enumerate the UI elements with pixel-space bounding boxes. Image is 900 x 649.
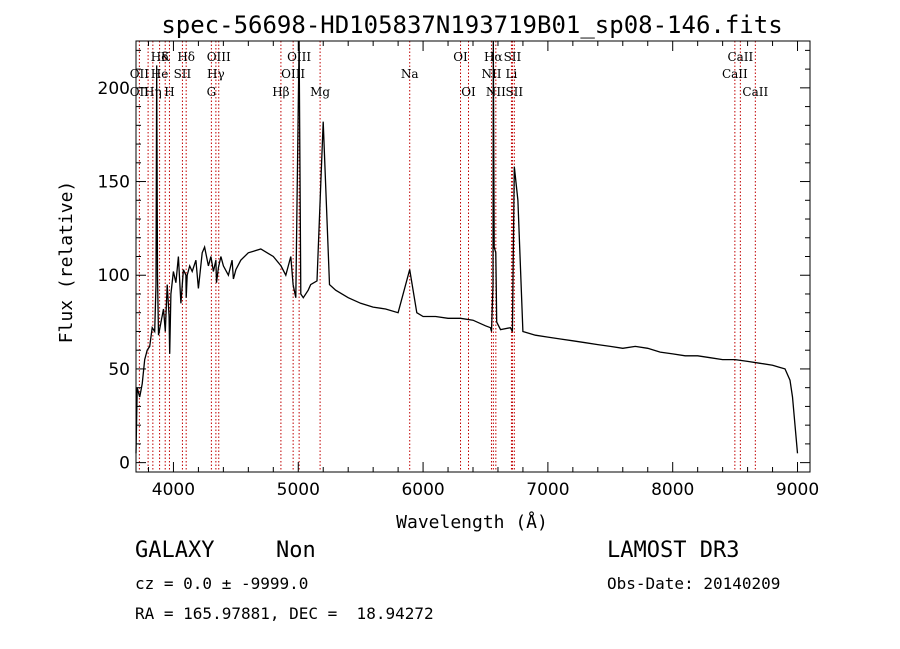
line-label: Hγ	[207, 67, 225, 81]
line-label: Hη	[144, 85, 162, 99]
line-label: Na	[401, 67, 419, 81]
x-tick-label: 6000	[401, 480, 444, 500]
line-label: K	[161, 50, 171, 64]
line-markers	[138, 41, 756, 472]
line-label: Hδ	[177, 50, 195, 64]
survey-label: LAMOST DR3	[607, 538, 740, 563]
x-tick-label: 7000	[526, 480, 569, 500]
line-label: Li	[506, 67, 518, 81]
x-tick-label: 4000	[152, 480, 195, 500]
line-label: OIII	[207, 50, 231, 64]
line-label: Hβ	[272, 85, 289, 99]
y-axis-label: Flux (relative)	[56, 181, 77, 344]
line-label: Mg	[310, 85, 330, 99]
line-label: SII	[505, 85, 523, 99]
chart-title: spec-56698-HD105837N193719B01_sp08-146.f…	[161, 11, 782, 39]
x-tick-label: 8000	[651, 480, 694, 500]
line-label: CaII	[727, 50, 753, 64]
x-axis-label: Wavelength (Å)	[396, 511, 548, 533]
line-label: SII	[174, 67, 192, 81]
obs-date-label: Obs-Date: 20140209	[607, 574, 781, 593]
x-tick-label: 5000	[277, 480, 320, 500]
cz-label: cz = 0.0 ± -9999.0	[135, 574, 309, 593]
line-label: NII	[481, 67, 501, 81]
y-tick-label: 150	[98, 173, 130, 193]
y-tick-label: 200	[98, 79, 130, 99]
y-axis: 0 50 100 150 200	[98, 49, 810, 474]
line-label: OI	[453, 50, 468, 64]
x-tick-label: 9000	[776, 480, 819, 500]
y-tick-label: 50	[108, 360, 130, 380]
line-label: OII	[130, 67, 150, 81]
spectrum-line	[135, 40, 799, 454]
line-label: H	[164, 85, 174, 99]
plot-frame	[135, 40, 811, 473]
line-label: He	[151, 67, 169, 81]
line-label: CaII	[742, 85, 768, 99]
line-label: NII	[486, 85, 506, 99]
y-tick-label: 0	[119, 454, 130, 474]
classification-label: GALAXY	[135, 538, 215, 563]
line-label: CaII	[722, 67, 748, 81]
line-label: Hδ	[151, 50, 169, 64]
line-label: OIII	[281, 67, 305, 81]
x-axis: 4000 5000 6000 7000 8000 9000	[147, 41, 819, 500]
line-label: OII	[130, 85, 150, 99]
subclass-label: Non	[276, 538, 316, 563]
line-label: G	[207, 85, 217, 99]
line-label: SII	[504, 50, 522, 64]
coords-label: RA = 165.97881, DEC = 18.94272	[135, 604, 434, 623]
y-tick-label: 100	[98, 266, 130, 286]
line-label: OI	[461, 85, 476, 99]
